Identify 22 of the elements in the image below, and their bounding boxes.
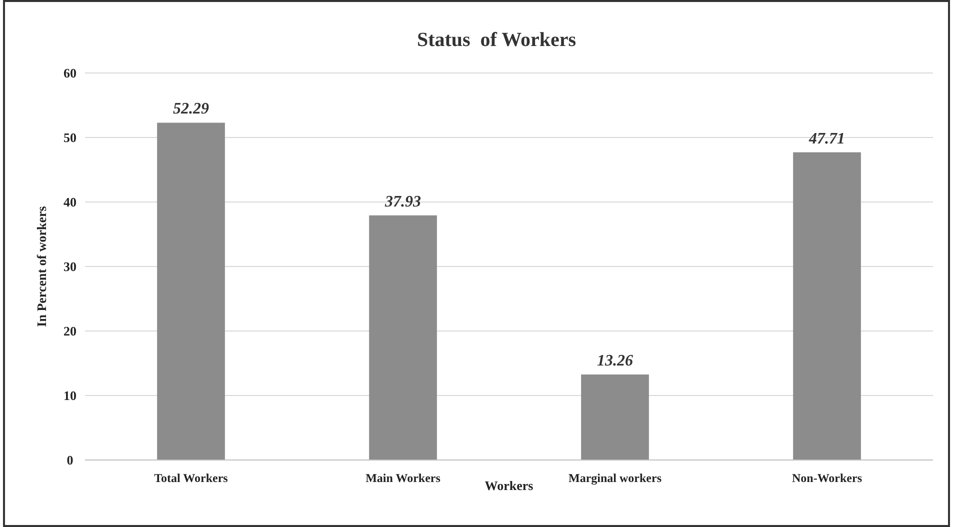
- x-tick-label: Non-Workers: [792, 471, 862, 485]
- y-tick-label: 60: [64, 66, 76, 81]
- bar: [369, 215, 437, 460]
- chart-title: Status of Workers: [416, 29, 576, 51]
- data-label: 13.26: [597, 352, 633, 370]
- y-tick-label: 10: [64, 388, 76, 404]
- y-axis-title: In Percent of workers: [34, 206, 49, 327]
- x-tick-label: Marginal workers: [568, 471, 662, 485]
- data-label: 47.71: [808, 130, 845, 148]
- x-axis-title: Workers: [484, 478, 534, 493]
- y-tick-label: 50: [64, 130, 76, 146]
- bar: [793, 152, 861, 460]
- y-tick-label: 0: [66, 452, 74, 468]
- y-tick-label: 40: [64, 194, 76, 210]
- data-label: 52.29: [173, 100, 209, 118]
- x-tick-label: Total Workers: [154, 471, 228, 485]
- data-label: 37.93: [384, 193, 421, 210]
- y-tick-label: 30: [64, 259, 76, 274]
- bar: [581, 374, 649, 460]
- bar: [157, 122, 225, 460]
- x-tick-label: Main Workers: [366, 471, 441, 485]
- y-tick-label: 20: [64, 324, 76, 339]
